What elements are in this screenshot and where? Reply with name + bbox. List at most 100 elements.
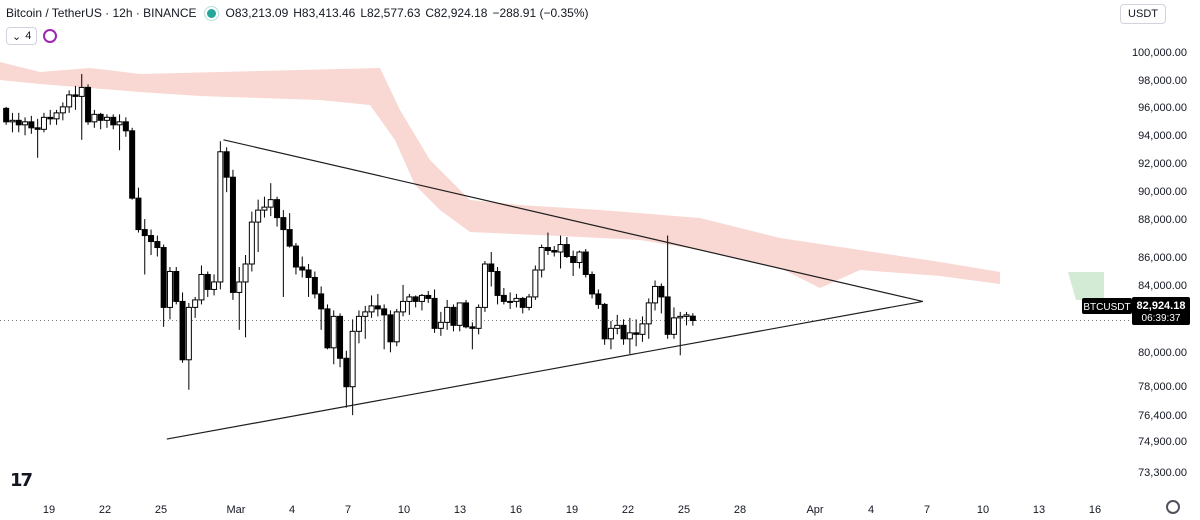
candle-body (330, 315, 337, 349)
candle (374, 293, 381, 317)
candle (330, 310, 337, 365)
candle (582, 249, 589, 278)
candle (677, 311, 684, 356)
candle (185, 302, 192, 390)
candle (563, 237, 570, 259)
candle-body (614, 324, 621, 329)
candle-body (53, 112, 60, 120)
candle-body (437, 321, 444, 329)
candle-body (620, 324, 627, 340)
candle (494, 266, 501, 305)
candle-body (689, 315, 696, 322)
candle (97, 112, 104, 130)
candle-body (135, 197, 142, 231)
candle-body (34, 127, 41, 130)
y-tick-label: 76,400.00 (1138, 410, 1187, 422)
candle (91, 109, 98, 128)
candle (217, 141, 224, 290)
candle-body (305, 269, 312, 278)
x-tick-label: 25 (155, 504, 167, 516)
candle (664, 235, 671, 339)
candle (242, 255, 249, 338)
candle-body (110, 116, 117, 126)
candle (544, 232, 551, 256)
market-status-icon (203, 5, 219, 21)
candle (507, 292, 514, 309)
candle-body (242, 263, 249, 283)
high-value: H83,413.46 (293, 6, 356, 20)
open-value: O83,213.09 (225, 6, 289, 20)
candle-body (494, 270, 501, 296)
candle (154, 235, 161, 257)
candle (15, 112, 22, 133)
candle-body (532, 269, 539, 298)
candle-body (236, 281, 243, 293)
symbol-tag-bg (1082, 298, 1132, 314)
candle-body (3, 107, 10, 123)
indicators-toggle[interactable]: ⌄ 4 (6, 27, 38, 45)
candle-body (59, 106, 66, 114)
candle (34, 118, 41, 158)
candle (3, 106, 10, 125)
candle-body (381, 308, 388, 316)
indicator-count: 4 (25, 30, 32, 42)
candle (513, 293, 520, 308)
candle-body (173, 270, 180, 302)
candle (47, 109, 54, 125)
indicator-icon[interactable] (43, 29, 58, 43)
candle (633, 319, 640, 347)
close-value: C82,924.18 (425, 6, 488, 20)
chevron-down-icon: ⌄ (12, 30, 22, 43)
candle-body (368, 305, 375, 313)
y-tick-label: 78,000.00 (1138, 381, 1187, 393)
candle-body (658, 285, 665, 298)
candle-body (337, 315, 344, 359)
x-tick-label: 10 (977, 504, 989, 516)
settings-icon[interactable] (1166, 500, 1180, 514)
x-tick-label: 13 (454, 504, 466, 516)
candle (72, 85, 79, 110)
candle (576, 250, 583, 269)
candle-body (362, 311, 369, 317)
candle (481, 261, 488, 312)
candle (683, 311, 690, 326)
candle-body (85, 86, 92, 123)
x-tick-label: 28 (734, 504, 746, 516)
candle (337, 313, 344, 368)
candle (267, 183, 274, 217)
candle-body (677, 315, 684, 319)
symbol-title[interactable]: Bitcoin / TetherUS · 12h · BINANCE (6, 6, 197, 20)
symbol-tag: BTCUSDT (1083, 302, 1130, 313)
candle-body (103, 116, 110, 121)
candle-body (431, 297, 438, 329)
candle (670, 307, 677, 339)
change-value: −288.91 (−0.35%) (492, 6, 589, 20)
candle-body (343, 357, 350, 388)
candle-body (160, 247, 167, 308)
x-tick-label: 4 (289, 504, 295, 516)
candle (658, 283, 665, 314)
y-tick-label: 73,300.00 (1138, 467, 1187, 479)
candle-body (148, 235, 155, 243)
candle (526, 293, 533, 311)
candle (280, 210, 287, 297)
tradingview-logo[interactable]: 17 (10, 470, 33, 491)
candle (456, 302, 463, 332)
candle-body (179, 300, 186, 361)
x-tick-label: Mar (227, 504, 246, 516)
currency-selector[interactable]: USDT (1120, 4, 1166, 24)
y-tick-label: 74,900.00 (1138, 436, 1187, 448)
low-value: L82,577.63 (360, 6, 421, 20)
candle-body (255, 209, 262, 223)
candle (626, 317, 633, 354)
x-tick-label: 16 (510, 504, 522, 516)
trendline-upper (223, 139, 923, 302)
candle (141, 219, 148, 275)
ohlc-values: O83,213.09 H83,413.46 L82,577.63 C82,924… (226, 6, 589, 20)
candle (223, 147, 230, 193)
candle (22, 117, 29, 136)
ichimoku-cloud-green (1068, 272, 1104, 300)
x-tick-label: 22 (622, 504, 634, 516)
